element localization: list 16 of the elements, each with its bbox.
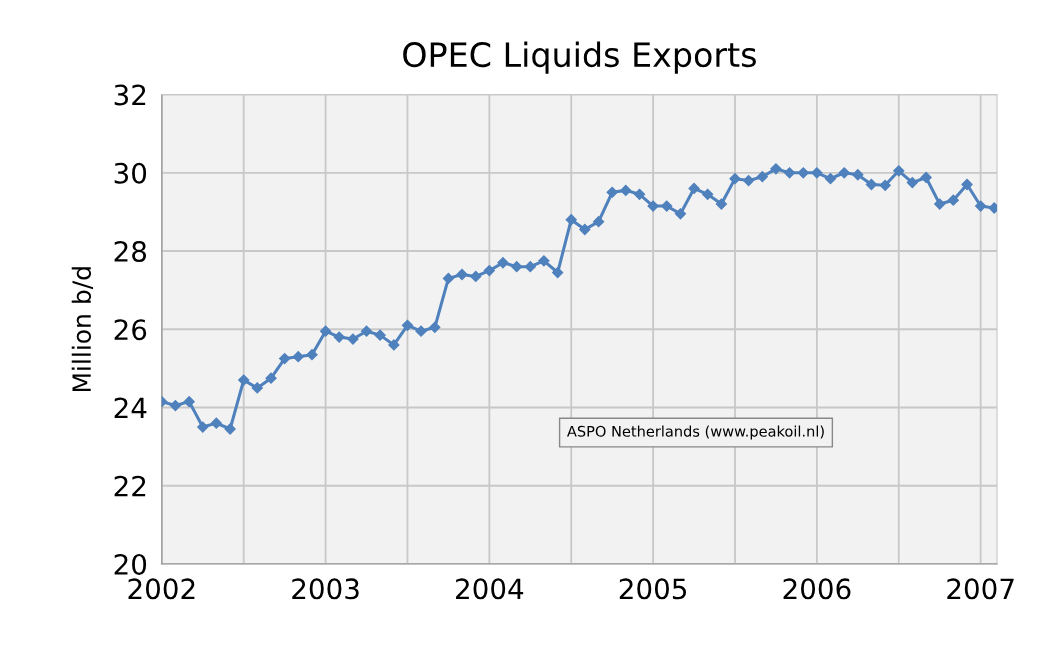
x-tick-label: 2002	[128, 578, 195, 600]
x-tick-label: 2005	[619, 578, 687, 600]
y-tick-label: 32	[114, 84, 146, 106]
annotation: ASPO Netherlands (www.peakoil.nl)	[567, 425, 824, 440]
x-tick-label: 2006	[783, 578, 851, 600]
y-tick-label: 28	[114, 240, 147, 262]
x-tick-label: 2003	[292, 578, 359, 600]
y-tick-label: 24	[114, 397, 147, 419]
y-axis-title: Million b/d	[71, 267, 94, 392]
y-tick-label: 26	[114, 319, 147, 341]
y-tick-label: 30	[114, 162, 147, 184]
y-tick-label: 20	[114, 553, 147, 575]
y-tick-label: 22	[114, 475, 146, 497]
x-tick-label: 2004	[456, 578, 524, 600]
chart-title: OPEC Liquids Exports	[403, 41, 756, 74]
x-tick-label: 2007	[947, 578, 1014, 600]
